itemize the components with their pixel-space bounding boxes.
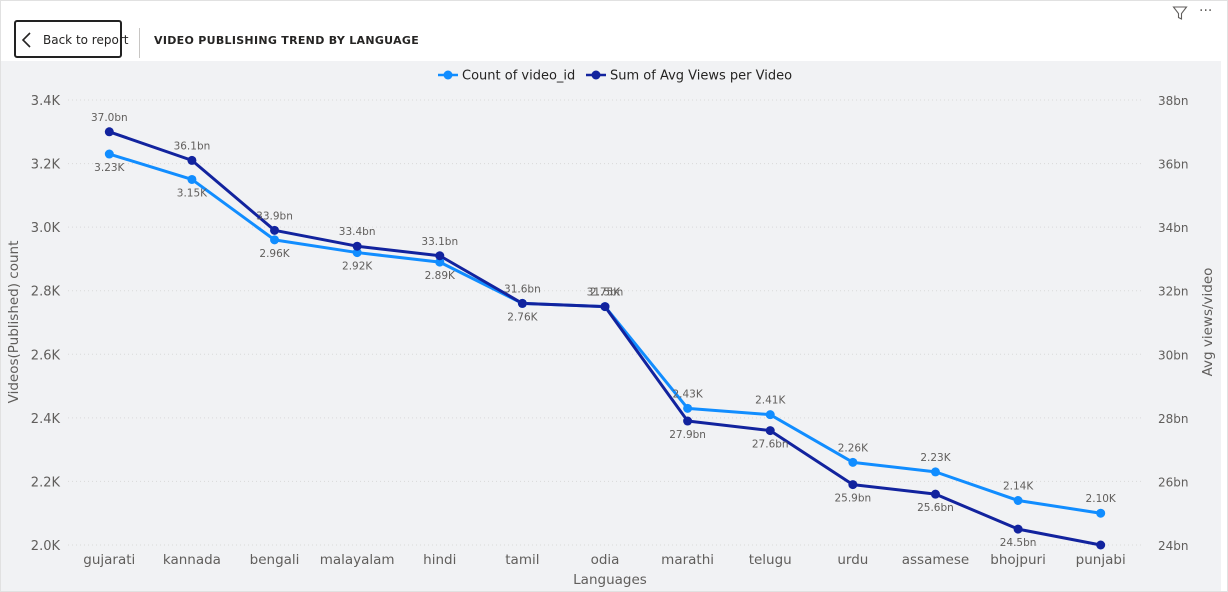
legend-entry: Count of video_id — [462, 69, 575, 84]
data-label: 33.4bn — [339, 226, 376, 238]
chevron-left-icon — [21, 32, 31, 48]
visual-header: Back to report VIDEO PUBLISHING TREND BY… — [1, 1, 1227, 61]
y-tick-label: 2.0K — [31, 539, 61, 554]
y-tick-label: 2.4K — [31, 412, 61, 427]
x-tick-label: assamese — [902, 552, 969, 568]
data-label: 33.9bn — [256, 210, 293, 222]
x-tick-label: marathi — [661, 552, 714, 568]
data-label: 2.10K — [1086, 493, 1117, 505]
y2-tick-label: 38bn — [1158, 94, 1189, 108]
series-line — [108, 130, 1101, 547]
data-point — [765, 410, 775, 420]
data-point — [930, 467, 940, 477]
scrollbar[interactable] — [1221, 61, 1227, 591]
data-point — [187, 174, 197, 184]
y2-tick-label: 36bn — [1158, 158, 1189, 172]
data-label: 24.5bn — [1000, 537, 1037, 549]
data-label: 31.6bn — [504, 283, 541, 295]
data-point — [765, 426, 775, 436]
x-tick-label: bengali — [250, 552, 300, 568]
y-axis-title: Videos(Published) count — [6, 241, 22, 404]
y2-axis-title: Avg views/video — [1200, 268, 1216, 377]
data-label: 2.26K — [838, 442, 869, 454]
y2-tick-label: 28bn — [1158, 412, 1189, 426]
y-tick-label: 3.2K — [31, 158, 61, 173]
data-point — [104, 127, 114, 137]
x-tick-label: bhojpuri — [990, 552, 1046, 568]
x-tick-label: kannada — [163, 552, 221, 568]
data-label: 2.76K — [507, 311, 538, 323]
x-tick-label: tamil — [505, 552, 539, 568]
data-point — [352, 248, 362, 258]
legend-swatch-marker — [591, 70, 601, 80]
x-tick-label: malayalam — [320, 552, 395, 568]
filter-icon[interactable] — [1172, 5, 1188, 21]
data-point — [270, 235, 280, 245]
series-line — [108, 152, 1101, 515]
x-tick-label: odia — [591, 552, 620, 568]
data-point — [683, 403, 693, 413]
y2-tick-label: 24bn — [1158, 539, 1189, 553]
data-point — [600, 302, 610, 312]
data-label: 3.15K — [177, 187, 208, 199]
data-point — [435, 257, 445, 267]
data-point — [1013, 524, 1023, 534]
data-label: 27.6bn — [752, 439, 789, 451]
data-label: 2.89K — [425, 270, 456, 282]
data-point — [848, 480, 858, 490]
data-label: 3.23K — [94, 162, 125, 174]
data-point — [435, 251, 445, 261]
y-tick-label: 2.8K — [31, 285, 61, 300]
x-tick-label: hindi — [423, 552, 456, 568]
legend-swatch-marker — [443, 70, 453, 80]
x-tick-label: urdu — [837, 552, 868, 568]
data-point — [930, 489, 940, 499]
data-point — [270, 225, 280, 235]
data-label: 27.9bn — [669, 429, 706, 441]
data-label: 2.96K — [259, 248, 290, 260]
x-tick-label: gujarati — [83, 552, 135, 568]
visual-title: VIDEO PUBLISHING TREND BY LANGUAGE — [154, 34, 420, 47]
header-divider — [139, 28, 140, 58]
y-tick-label: 3.0K — [31, 221, 61, 236]
data-label: 2.43K — [672, 388, 703, 400]
more-options-icon[interactable]: ··· — [1199, 3, 1213, 19]
y2-tick-label: 30bn — [1158, 348, 1189, 362]
data-label: 33.1bn — [421, 236, 458, 248]
x-axis-title: Languages — [573, 572, 647, 588]
data-point — [104, 149, 114, 159]
data-point — [1096, 508, 1106, 518]
data-label: 2.75K — [590, 287, 621, 299]
y2-tick-label: 26bn — [1158, 475, 1189, 489]
data-point — [683, 416, 693, 426]
data-label: 36.1bn — [174, 140, 211, 152]
y2-tick-label: 32bn — [1158, 285, 1189, 299]
x-tick-label: telugu — [749, 552, 792, 568]
data-label: 25.9bn — [834, 493, 871, 505]
back-button-label: Back to report — [43, 33, 129, 47]
data-point — [1096, 540, 1106, 550]
y-tick-label: 2.2K — [31, 475, 61, 490]
data-label: 2.23K — [920, 452, 951, 464]
data-label: 37.0bn — [91, 112, 128, 124]
data-point — [517, 298, 527, 308]
data-label: 25.6bn — [917, 502, 954, 514]
data-point — [1013, 496, 1023, 505]
data-label: 2.92K — [342, 261, 373, 273]
data-label: 2.14K — [1003, 481, 1034, 493]
y-tick-label: 3.4K — [31, 94, 61, 109]
data-label: 31.5bn — [587, 287, 624, 299]
data-point — [848, 457, 858, 467]
y-tick-label: 2.6K — [31, 348, 61, 363]
back-to-report-button[interactable]: Back to report — [14, 20, 128, 58]
y2-tick-label: 34bn — [1158, 221, 1189, 235]
data-label: 2.41K — [755, 395, 786, 407]
x-tick-label: punjabi — [1076, 552, 1126, 568]
data-point — [352, 241, 362, 251]
legend-entry: Sum of Avg Views per Video — [610, 69, 792, 84]
data-point — [187, 155, 197, 165]
